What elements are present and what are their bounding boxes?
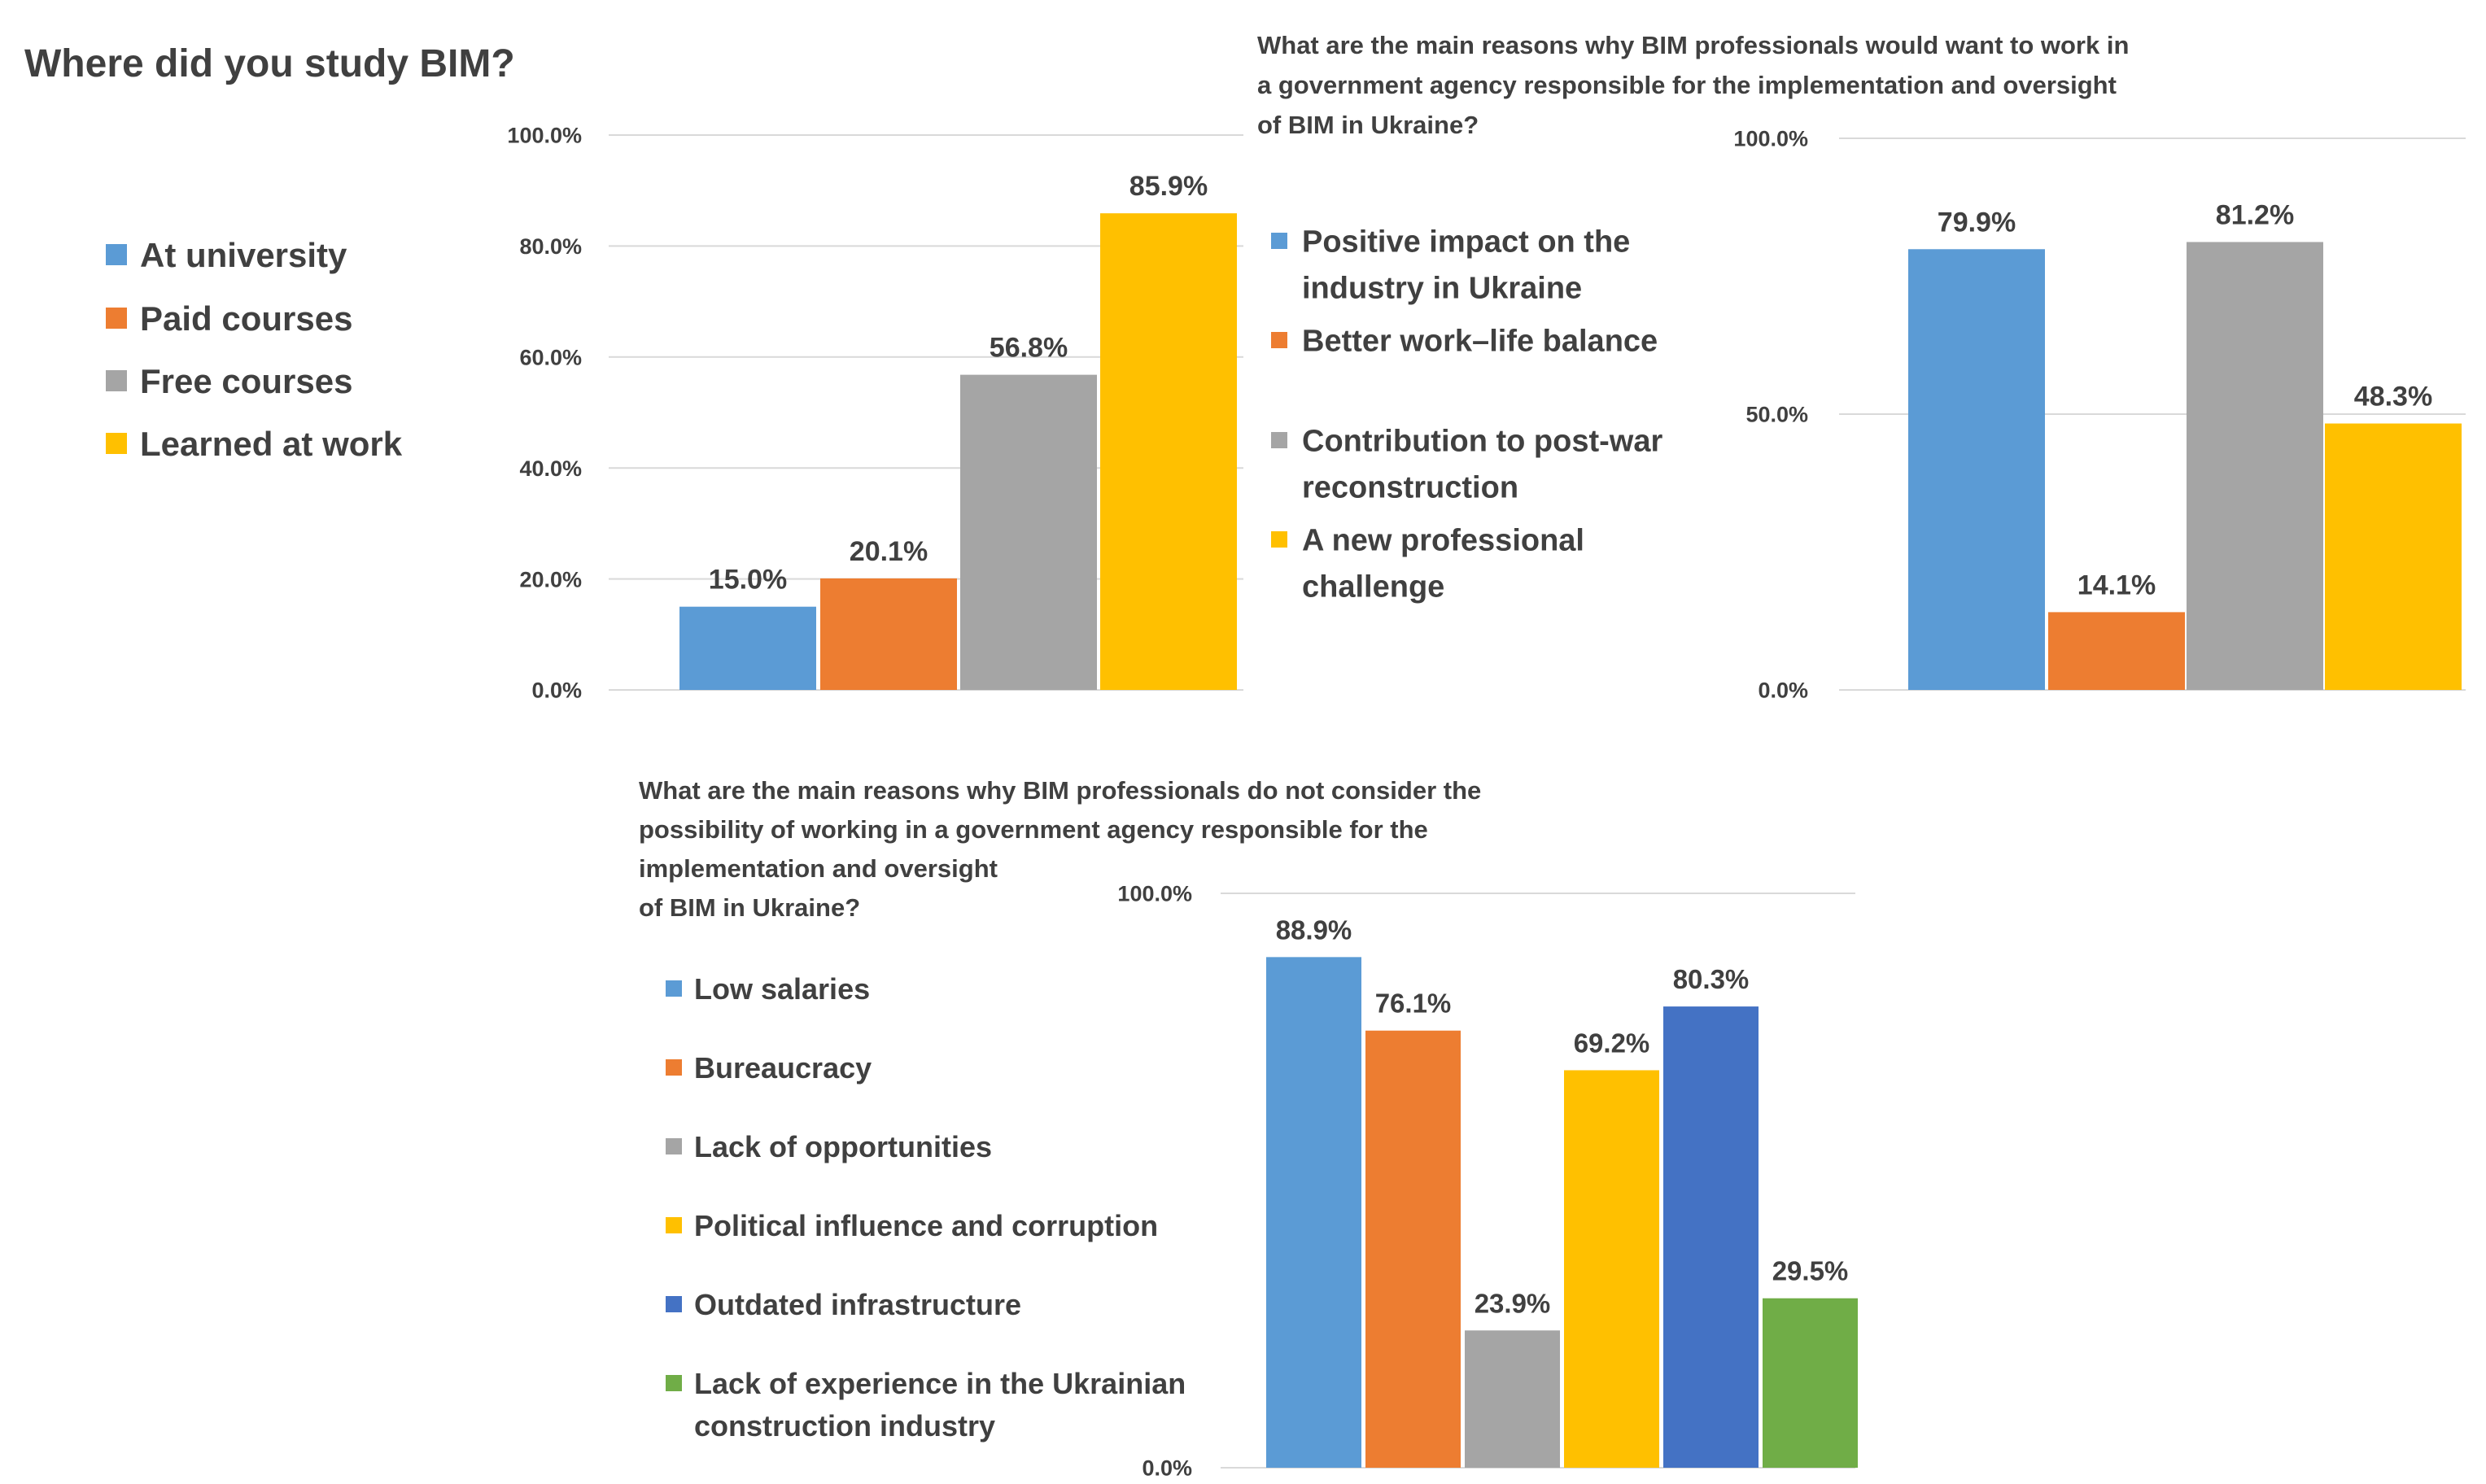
chart-title-line: of BIM in Ukraine? [1257, 111, 1479, 139]
data-label: 69.2% [1574, 1028, 1650, 1058]
bar [1266, 957, 1361, 1468]
bar [1763, 1298, 1858, 1468]
y-tick-label: 80.0% [519, 234, 582, 259]
legend-entry: Lack of experience in the Ukrainian [694, 1367, 1186, 1400]
data-label: 80.3% [1673, 964, 1750, 994]
data-label: 85.9% [1129, 171, 1208, 202]
y-tick-label: 0.0% [1142, 1456, 1192, 1481]
legend-swatch [1271, 432, 1287, 448]
legend-entry: reconstruction [1302, 471, 1518, 505]
legend-entry: Free courses [140, 362, 352, 400]
legend-swatch [666, 1375, 682, 1391]
y-tick-label: 100.0% [1117, 882, 1192, 906]
bar [2325, 423, 2462, 690]
legend-swatch [1271, 531, 1287, 548]
legend-swatch [666, 1138, 682, 1154]
chart-title-line: a government agency responsible for the … [1257, 71, 2117, 99]
legend-swatch [1271, 233, 1287, 249]
y-tick-label: 0.0% [1758, 679, 1808, 703]
chart-title-line: possibility of working in a government a… [639, 815, 1428, 844]
bar [1908, 249, 2045, 690]
data-label: 79.9% [1938, 207, 2016, 238]
chart-title-line: implementation and oversight [639, 854, 998, 883]
legend-entry: Political influence and corruption [694, 1209, 1158, 1242]
data-label: 15.0% [709, 565, 787, 596]
bar [1365, 1030, 1461, 1468]
legend-entry: Bureaucracy [694, 1051, 872, 1085]
data-label: 48.3% [2354, 382, 2432, 412]
legend-swatch [666, 980, 682, 997]
data-label: 20.1% [850, 536, 928, 567]
legend-entry: industry in Ukraine [1302, 272, 1582, 306]
legend-entry: challenge [1302, 570, 1444, 605]
chart-title-line: What are the main reasons why BIM profes… [639, 776, 1481, 805]
legend-swatch [666, 1296, 682, 1312]
legend-entry: construction industry [694, 1409, 995, 1443]
bar [1663, 1006, 1759, 1468]
data-label: 23.9% [1475, 1288, 1551, 1318]
legend-entry: Learned at work [140, 425, 403, 463]
legend-entry: Lack of opportunities [694, 1130, 992, 1163]
legend-entry: Positive impact on the [1302, 225, 1630, 260]
bar [820, 578, 957, 690]
y-tick-label: 100.0% [1733, 127, 1808, 151]
legend-entry: A new professional [1302, 524, 1584, 558]
legend-entry: Contribution to post-war [1302, 425, 1662, 459]
legend-swatch [106, 244, 127, 265]
legend-swatch [106, 370, 127, 391]
y-tick-label: 0.0% [531, 679, 582, 703]
legend-swatch [666, 1217, 682, 1233]
y-tick-label: 20.0% [519, 567, 582, 591]
legend-swatch [106, 433, 127, 454]
data-label: 14.1% [2077, 570, 2156, 600]
data-label: 29.5% [1772, 1256, 1849, 1286]
legend-entry: Better work–life balance [1302, 325, 1658, 359]
y-tick-label: 60.0% [519, 346, 582, 370]
y-tick-label: 50.0% [1745, 403, 1808, 427]
chart-title-line: What are the main reasons why BIM profes… [1257, 31, 2129, 59]
legend-swatch [1271, 332, 1287, 348]
legend-entry: Paid courses [140, 299, 352, 338]
bar [960, 374, 1097, 690]
bar [679, 606, 816, 690]
bar [1465, 1330, 1560, 1468]
legend-entry: Outdated infrastructure [694, 1288, 1021, 1321]
legend-entry: Low salaries [694, 972, 870, 1006]
bar [2048, 612, 2185, 690]
data-label: 81.2% [2216, 199, 2294, 230]
chart-title-line: of BIM in Ukraine? [639, 893, 860, 922]
legend-entry: At university [140, 236, 347, 274]
data-label: 56.8% [990, 333, 1068, 364]
y-tick-label: 40.0% [519, 456, 582, 481]
legend-swatch [106, 308, 127, 329]
data-label: 88.9% [1276, 914, 1352, 945]
y-tick-label: 100.0% [507, 124, 582, 148]
chart-title: Where did you study BIM? [24, 42, 515, 85]
bar [1564, 1070, 1659, 1468]
legend-swatch [666, 1059, 682, 1076]
bar [1100, 213, 1237, 690]
data-label: 76.1% [1375, 989, 1452, 1019]
bar [2187, 242, 2323, 690]
